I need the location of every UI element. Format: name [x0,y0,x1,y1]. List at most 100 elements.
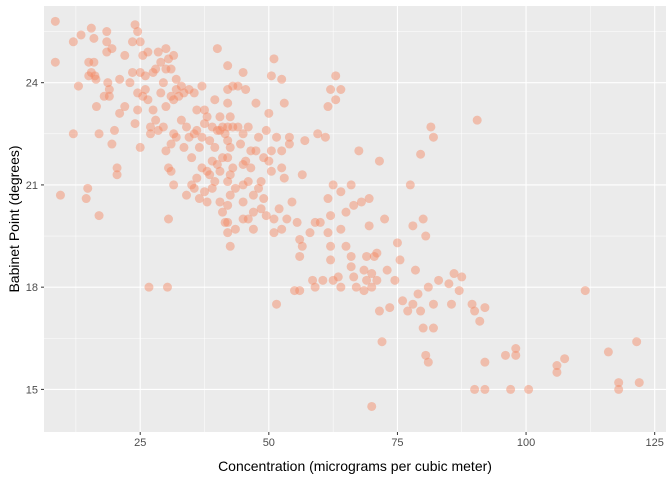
data-point [580,286,590,296]
data-point [115,108,125,118]
plot-panel [44,6,666,432]
data-point [367,269,377,279]
data-point [112,163,122,173]
data-point [266,166,276,176]
data-point [323,228,333,238]
data-point [86,23,96,33]
x-tick-label: 25 [134,437,146,449]
data-point [218,153,228,163]
data-point [223,153,233,163]
data-point [169,95,179,105]
data-point [238,129,248,139]
data-point [148,105,158,115]
data-point [297,241,307,251]
data-point [153,125,163,135]
data-point [99,91,109,101]
data-point [241,156,251,166]
data-point [295,286,305,296]
data-point [272,299,282,309]
data-point [112,170,122,180]
data-point [50,57,60,67]
x-tick-label: 125 [646,437,664,449]
data-point [320,132,330,142]
data-point [331,95,341,105]
data-point [634,378,644,388]
data-point [197,81,207,91]
data-point [91,74,101,84]
data-point [377,337,387,347]
data-point [215,197,225,207]
data-point [215,125,225,135]
data-point [84,71,94,81]
data-point [166,64,176,74]
data-point [202,197,212,207]
data-point [156,88,166,98]
data-point [269,228,279,238]
data-point [238,67,248,77]
data-point [269,54,279,64]
data-point [416,149,426,159]
data-point [277,224,287,234]
data-point [207,183,217,193]
data-point [55,190,65,200]
data-point [162,282,172,292]
y-tick-label: 18 [26,282,38,294]
data-point [256,204,266,214]
data-point [187,153,197,163]
data-point [223,98,233,108]
data-point [364,221,374,231]
data-point [277,163,287,173]
data-point [197,132,207,142]
grid-minor [44,6,666,432]
data-point [120,50,130,60]
data-point [423,357,433,367]
y-tick-label: 21 [26,180,38,192]
data-point [210,142,220,152]
data-point [218,122,228,132]
data-point [238,180,248,190]
data-point [225,112,235,122]
data-point [369,251,379,261]
data-point [207,122,217,132]
data-point [336,187,346,197]
data-point [166,139,176,149]
data-point [169,129,179,139]
data-point [264,156,274,166]
data-point [225,241,235,251]
data-points [50,16,644,411]
data-point [84,57,94,67]
data-point [470,384,480,394]
y-tick-label: 15 [26,384,38,396]
data-point [130,119,140,129]
data-point [238,214,248,224]
data-point [182,190,192,200]
data-point [454,286,464,296]
data-point [233,81,243,91]
data-point [632,337,642,347]
data-point [372,275,382,285]
data-point [202,166,212,176]
data-point [248,190,258,200]
data-point [151,115,161,125]
data-point [228,122,238,132]
data-point [223,122,233,132]
data-point [336,84,346,94]
data-point [259,194,269,204]
data-point [552,361,562,371]
data-point [215,112,225,122]
data-point [228,163,238,173]
data-point [524,384,534,394]
data-point [500,350,510,360]
data-point [346,262,356,272]
data-point [205,136,215,146]
data-point [138,50,148,60]
data-point [164,163,174,173]
data-point [243,214,253,224]
data-point [238,197,248,207]
data-point [94,211,104,221]
data-point [184,132,194,142]
data-point [390,275,400,285]
data-point [89,57,99,67]
data-point [333,272,343,282]
data-point [374,156,384,166]
